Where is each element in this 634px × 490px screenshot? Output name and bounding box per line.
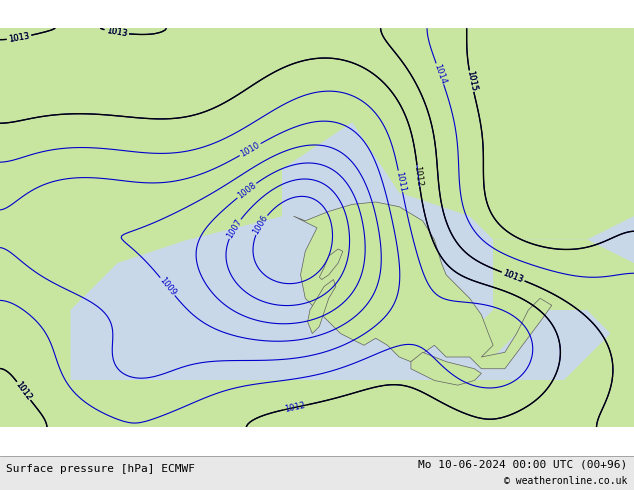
Text: 1006: 1006 <box>252 214 270 236</box>
Text: 1013: 1013 <box>105 26 128 38</box>
Text: 1007: 1007 <box>225 218 243 240</box>
Text: © weatheronline.co.uk: © weatheronline.co.uk <box>504 476 628 487</box>
Text: 1009: 1009 <box>157 275 178 297</box>
Polygon shape <box>294 202 552 369</box>
Text: 1013: 1013 <box>8 31 30 44</box>
Polygon shape <box>0 216 188 404</box>
Polygon shape <box>0 28 353 240</box>
Text: 1013: 1013 <box>501 269 524 285</box>
Polygon shape <box>564 310 634 427</box>
Text: 1013: 1013 <box>8 31 30 44</box>
Polygon shape <box>320 249 343 279</box>
Polygon shape <box>0 28 634 146</box>
Polygon shape <box>446 240 634 427</box>
Text: 1011: 1011 <box>394 170 407 193</box>
Text: Surface pressure [hPa] ECMWF: Surface pressure [hPa] ECMWF <box>6 464 195 474</box>
Polygon shape <box>0 122 281 427</box>
Polygon shape <box>307 279 336 334</box>
Text: 1012: 1012 <box>14 380 34 402</box>
Polygon shape <box>0 380 634 427</box>
Polygon shape <box>411 352 481 385</box>
Text: 1008: 1008 <box>236 180 258 200</box>
Text: 1013: 1013 <box>105 26 128 38</box>
Text: 1014: 1014 <box>432 62 448 85</box>
Text: 1012: 1012 <box>284 401 306 414</box>
Text: Mo 10-06-2024 00:00 UTC (00+96): Mo 10-06-2024 00:00 UTC (00+96) <box>418 459 628 469</box>
Text: 1012: 1012 <box>14 380 34 402</box>
Text: 1013: 1013 <box>501 269 524 285</box>
Text: 1012: 1012 <box>413 165 424 187</box>
Text: 1015: 1015 <box>465 70 478 92</box>
Polygon shape <box>353 28 634 240</box>
Text: 1010: 1010 <box>239 141 262 159</box>
Text: 1015: 1015 <box>465 70 478 92</box>
